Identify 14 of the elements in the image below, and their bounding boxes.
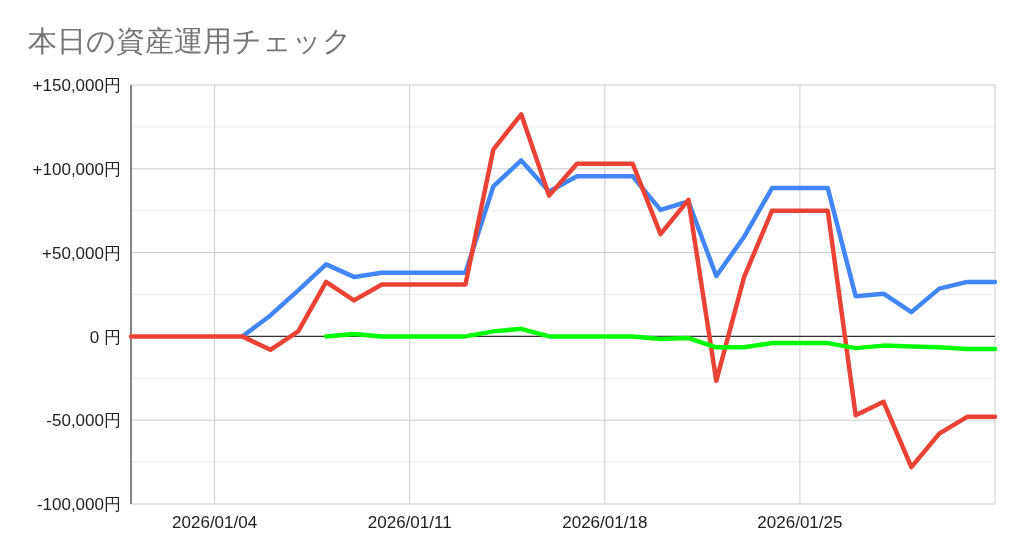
line-series [240,158,998,339]
chart-title: 本日の資産運用チェック [28,25,352,57]
x-tick-label: 2026/01/04 [172,513,258,532]
x-tick-label: 2026/01/11 [367,513,452,532]
x-tick-label: 2026/01/18 [562,513,648,532]
y-tick-label: -50,000円 [46,411,121,431]
y-tick-label: +100,000円 [32,159,121,179]
y-tick-label: +150,000円 [32,76,121,96]
line-series [128,112,998,470]
y-tick-label: -100,000円 [36,495,121,515]
x-tick-label: 2026/01/25 [757,513,843,532]
line-series [323,326,998,352]
y-tick-label: +50,000円 [42,243,121,263]
y-tick-label: 0 円 [89,327,121,347]
